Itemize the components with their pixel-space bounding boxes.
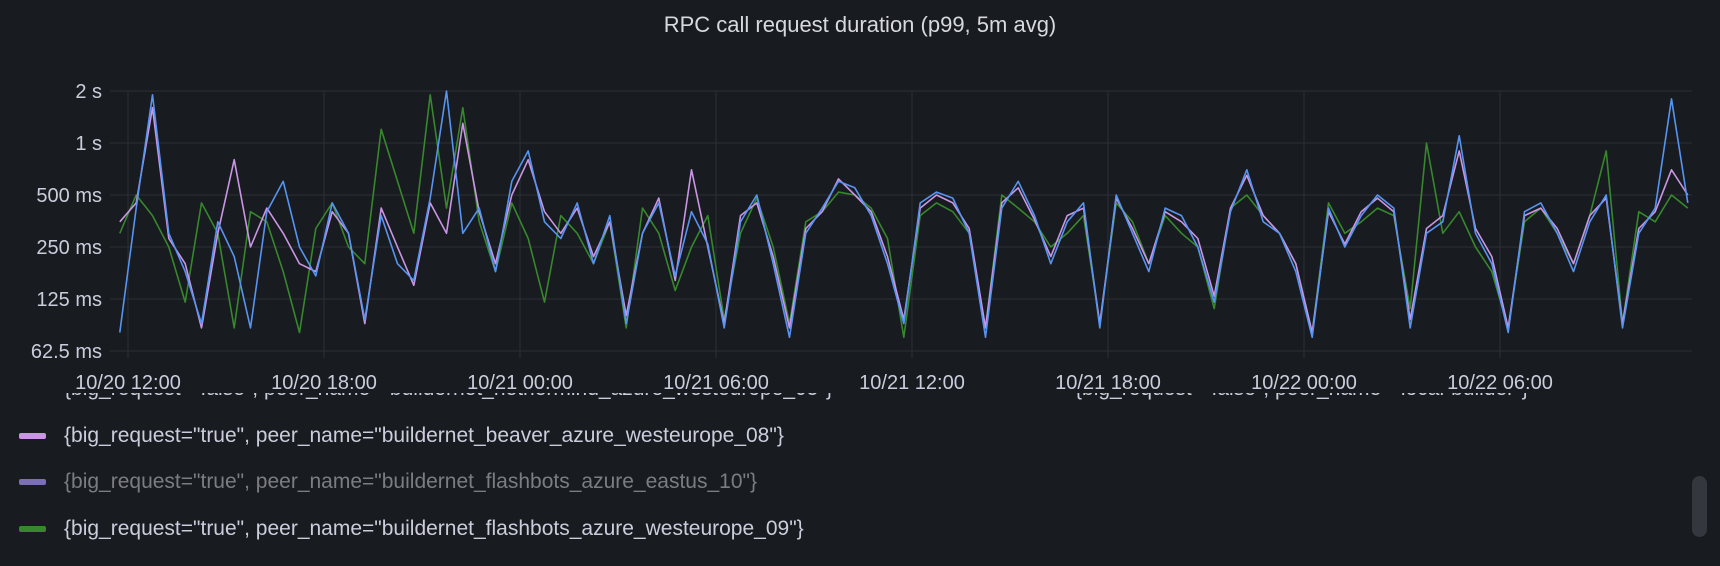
x-axis: 10/20 12:00 10/20 18:00 10/21 00:00 10/21 0… bbox=[75, 372, 1553, 393]
series-line-0 bbox=[119, 94, 1689, 339]
y-tick-label: 1 s bbox=[75, 133, 102, 155]
x-tick-label: 10/21 06:00 bbox=[663, 372, 769, 393]
y-axis: 2 s 1 s 500 ms 250 ms 125 ms 62.5 ms bbox=[31, 81, 102, 363]
x-tick-label: 10/21 12:00 bbox=[859, 372, 965, 393]
chart-title: RPC call request duration (p99, 5m avg) bbox=[663, 12, 1057, 37]
legend-swatch bbox=[19, 525, 46, 532]
y-tick-label: 125 ms bbox=[36, 289, 102, 311]
series-lines bbox=[119, 90, 1689, 339]
legend-item-label[interactable]: {big_request="true", peer_name="buildern… bbox=[64, 516, 804, 540]
legend[interactable]: {big_request="false", peer_name="builder… bbox=[0, 393, 1690, 566]
legend-item[interactable]: {big_request="true", peer_name="buildern… bbox=[0, 459, 1690, 506]
legend-item-label[interactable]: {big_request="true", peer_name="buildern… bbox=[64, 470, 757, 494]
y-tick-label: 500 ms bbox=[36, 185, 102, 207]
series-line-2 bbox=[119, 90, 1689, 339]
legend-scrollbar[interactable] bbox=[1692, 476, 1707, 537]
x-tick-label: 10/21 18:00 bbox=[1055, 372, 1161, 393]
line-chart: 2 s 1 s 500 ms 250 ms 125 ms 62.5 ms 10/20 12… bbox=[31, 81, 1692, 393]
legend-item[interactable]: {big_request="true", peer_name="buildern… bbox=[0, 413, 1690, 460]
legend-item-label[interactable]: {big_request="false", peer_name="local-b… bbox=[1075, 393, 1529, 401]
legend-swatch bbox=[19, 479, 46, 486]
legend-swatch bbox=[19, 432, 46, 439]
y-tick-label: 62.5 ms bbox=[31, 341, 102, 363]
y-tick-label: 2 s bbox=[75, 81, 102, 103]
legend-row: {big_request="false", peer_name="builder… bbox=[0, 393, 1690, 413]
legend-item-label[interactable]: {big_request="false", peer_name="builder… bbox=[64, 393, 833, 401]
legend-item-label[interactable]: {big_request="true", peer_name="buildern… bbox=[64, 423, 784, 447]
x-tick-label: 10/22 06:00 bbox=[1447, 372, 1553, 393]
y-tick-label: 250 ms bbox=[36, 237, 102, 259]
x-tick-label: 10/21 00:00 bbox=[467, 372, 573, 393]
x-tick-label: 10/22 00:00 bbox=[1251, 372, 1357, 393]
x-tick-label: 10/20 12:00 bbox=[75, 372, 181, 393]
x-tick-label: 10/20 18:00 bbox=[271, 372, 377, 393]
legend-item[interactable]: {big_request="true", peer_name="buildern… bbox=[0, 506, 1690, 553]
